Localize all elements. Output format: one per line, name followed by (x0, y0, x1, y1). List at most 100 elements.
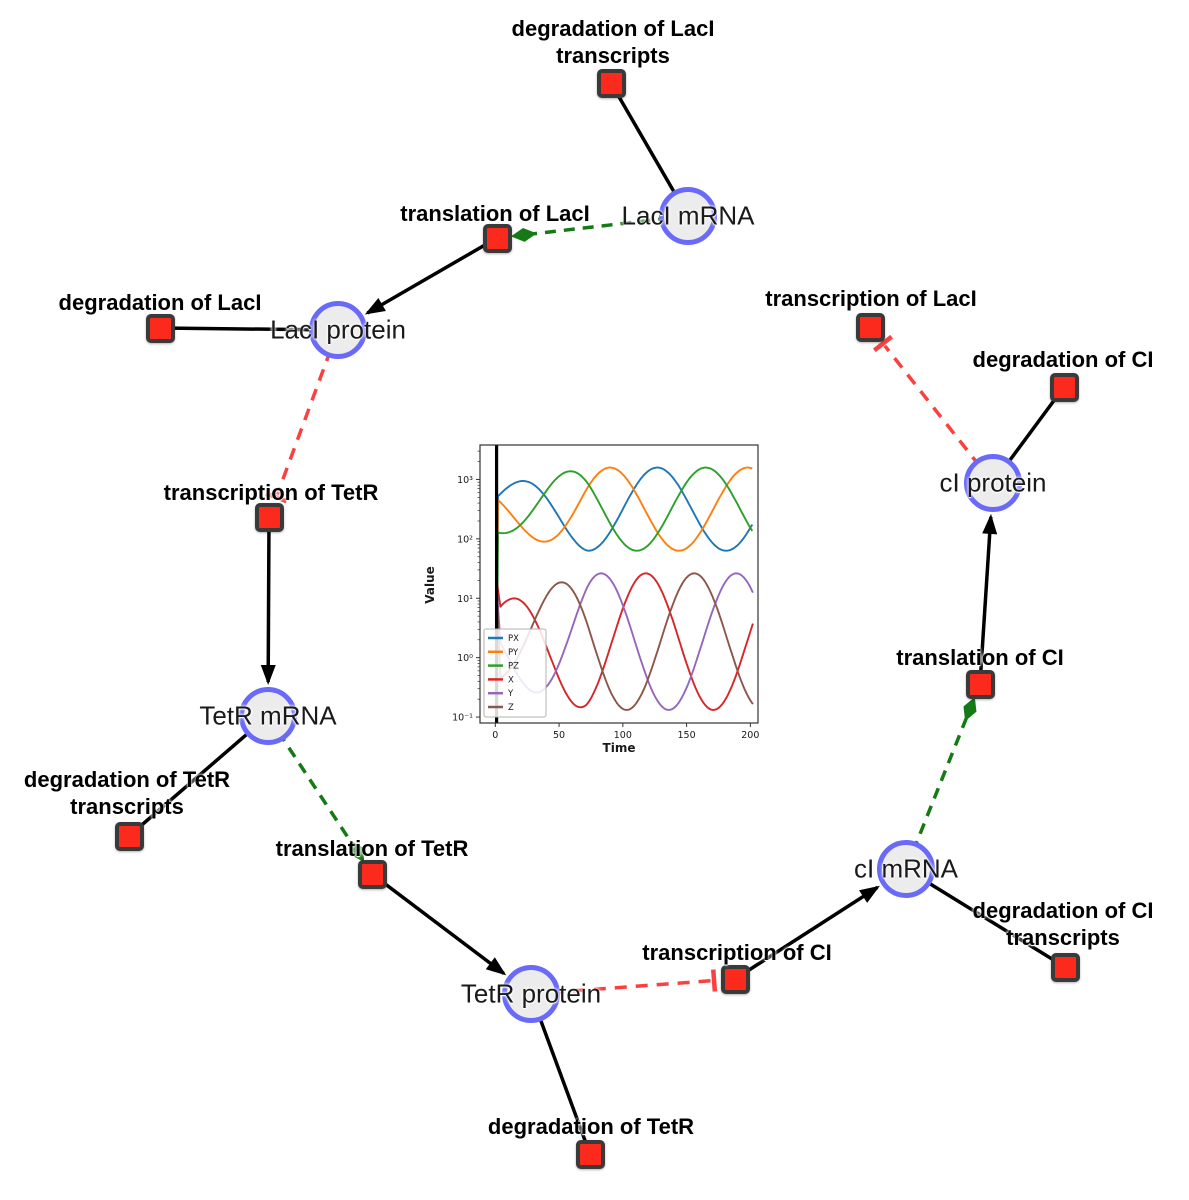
x-tick-label: 0 (492, 730, 498, 741)
reaction-label-degradation-of-laci: degradation of LacI (59, 289, 262, 316)
species-node-laci-mrna[interactable] (659, 187, 717, 245)
inhibition-edge-line (530, 979, 712, 996)
species-node-tetr-mrna[interactable] (239, 687, 297, 745)
x-tick-label: 150 (678, 730, 696, 741)
reaction-label-line: transcription of CI (642, 940, 832, 965)
edge-translation-of-tetr-to-tetr-protein (370, 872, 507, 976)
legend-entry-PZ: PZ (508, 662, 519, 672)
reaction-label-line: transcripts (1006, 925, 1120, 950)
reaction-label-line: degradation of CI (972, 347, 1154, 372)
reaction-node-translation-of-tetr[interactable] (357, 859, 387, 889)
edge-transcription-of-ci-to-ci-mrna (734, 885, 880, 981)
species-node-tetr-protein[interactable] (502, 965, 560, 1023)
modifier-diamond-icon (350, 840, 365, 863)
reaction-label-line: translation of TetR (275, 836, 469, 861)
product-edge-line (370, 872, 505, 975)
reaction-label-line: transcription of TetR (163, 480, 379, 505)
reaction-label-line: degradation of LacI (58, 290, 262, 315)
inset-chart-svg: 0 50 100 150 200 10⁻¹ 10⁰ 10¹ 10² 10³ PX PY PZ XYZ Ti… (423, 444, 759, 755)
y-tick-label: 10¹ (457, 594, 473, 605)
edge-ci-mrna-to-degradation-of-ci-transcripts (905, 867, 1066, 969)
reaction-node-degradation-of-laci-transcripts[interactable] (596, 68, 626, 98)
reaction-label-line: transcription of LacI (765, 286, 977, 311)
reactant-edge-line (127, 714, 270, 838)
series-PZ-line (495, 466, 754, 720)
product-edge-line (734, 885, 879, 981)
arrowhead-icon (982, 513, 998, 535)
reaction-node-transcription-of-ci[interactable] (720, 964, 750, 994)
inhibitor-tee-icon (711, 969, 718, 992)
species-label-tetr-mrna: TetR mRNA (199, 700, 337, 731)
species-label-laci-mrna: LacI mRNA (621, 200, 755, 231)
edge-translation-of-laci-to-laci-protein (364, 236, 498, 315)
arrowhead-icon (859, 885, 880, 903)
reactant-edge-line (159, 326, 339, 332)
legend-entry-PX: PX (508, 634, 519, 644)
series-Z-line (494, 572, 754, 711)
reaction-label-line: degradation of TetR (23, 767, 231, 792)
legend-entry-PY: PY (508, 648, 519, 658)
series-PX-line (495, 466, 754, 720)
species-label-tetr-protein: TetR protein (460, 978, 602, 1009)
reaction-node-translation-of-ci[interactable] (965, 669, 995, 699)
legend-entry-X: X (508, 675, 514, 685)
edge-transcription-of-tetr-to-tetr-mrna (260, 516, 276, 686)
reaction-node-degradation-of-tetr-transcripts[interactable] (114, 821, 144, 851)
reaction-label-transcription-of-ci: transcription of CI (642, 939, 831, 966)
y-tick-label: 10³ (457, 475, 473, 486)
reaction-node-transcription-of-tetr[interactable] (254, 502, 284, 532)
legend-entry-Y: Y (507, 689, 514, 699)
chart-legend: PX PY PZ XYZ (483, 628, 547, 718)
species-label-laci-protein: LacI protein (270, 314, 406, 345)
reaction-label-translation-of-tetr: translation of TetR (276, 835, 469, 862)
product-edge-line (266, 516, 271, 683)
series-PY-line (495, 466, 753, 720)
species-node-ci-protein[interactable] (964, 454, 1022, 512)
modifier-diamond-icon (963, 696, 977, 722)
species-label-ci-protein: cI protein (939, 467, 1047, 498)
edge-translation-of-ci-to-ci-protein (978, 513, 998, 685)
reaction-label-line: translation of LacI (400, 201, 590, 226)
reaction-label-degradation-of-laci-transcripts: degradation of LacI transcripts (512, 15, 715, 69)
reaction-node-translation-of-laci[interactable] (482, 223, 512, 253)
species-node-ci-mrna[interactable] (877, 840, 935, 898)
inhibitor-tee-icon (265, 491, 288, 504)
reaction-label-degradation-of-ci-transcripts: degradation of CI transcripts (973, 897, 1154, 951)
reaction-label-line: degradation of TetR (487, 1114, 695, 1139)
reaction-node-degradation-of-tetr[interactable] (575, 1139, 605, 1169)
arrowhead-icon (364, 297, 386, 315)
arrowhead-icon (260, 664, 276, 686)
reaction-label-degradation-of-ci: degradation of CI (973, 346, 1154, 373)
legend-entry-Z: Z (508, 703, 514, 713)
chart-xlabel: Time (603, 741, 636, 755)
reaction-label-line: degradation of LacI (511, 16, 715, 41)
inhibitor-tee-icon (872, 334, 894, 353)
x-tick-label: 200 (741, 730, 759, 741)
reactant-edge-line (905, 867, 1066, 969)
y-tick-label: 10⁰ (457, 653, 473, 664)
reaction-label-transcription-of-tetr: transcription of TetR (164, 479, 379, 506)
reaction-label-line: degradation of CI (972, 898, 1154, 923)
species-node-laci-protein[interactable] (309, 301, 367, 359)
chart-ylabel: Value (423, 566, 437, 604)
reaction-node-degradation-of-ci[interactable] (1049, 372, 1079, 402)
reaction-label-translation-of-ci: translation of CI (896, 644, 1063, 671)
reaction-node-transcription-of-laci[interactable] (855, 312, 885, 342)
species-label-ci-mrna: cI mRNA (854, 853, 958, 884)
modifier-diamond-icon (510, 227, 537, 242)
reaction-node-degradation-of-laci[interactable] (145, 313, 175, 343)
reaction-label-line: transcripts (70, 794, 184, 819)
reaction-label-translation-of-laci: translation of LacI (400, 200, 589, 227)
reaction-label-line: transcripts (556, 43, 670, 68)
edge-tetr-mrna-to-degradation-of-tetr-transcripts (127, 714, 270, 838)
product-edge-line (366, 236, 498, 315)
reaction-node-degradation-of-ci-transcripts[interactable] (1050, 952, 1080, 982)
reaction-label-transcription-of-laci: transcription of LacI (765, 285, 976, 312)
reaction-label-degradation-of-tetr: degradation of TetR (488, 1113, 694, 1140)
x-tick-label: 50 (553, 730, 565, 741)
y-tick-label: 10² (457, 534, 473, 545)
arrowhead-icon (485, 957, 507, 976)
edge-tetr-protein-to-transcription-of-ci (530, 969, 718, 996)
